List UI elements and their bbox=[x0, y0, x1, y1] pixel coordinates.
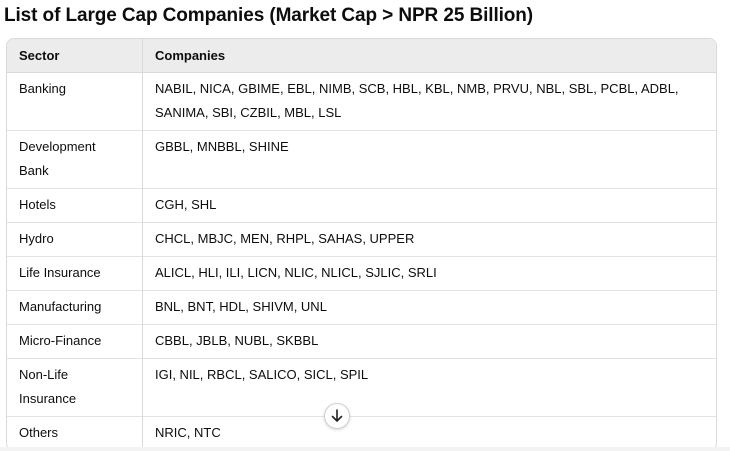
table-row: Hotels CGH, SHL bbox=[7, 188, 716, 223]
table-row: Life Insurance ALICL, HLI, ILI, LICN, NLI… bbox=[7, 256, 716, 291]
companies-cell: NRIC, NTC bbox=[142, 416, 716, 450]
table-row: Banking NABIL, NICA, GBIME, EBL, NIMB, SC… bbox=[7, 72, 716, 131]
header-cell: Companies bbox=[142, 39, 716, 73]
table-row: Micro-Finance CBBL, JBLB, NUBL, SKBBL bbox=[7, 324, 716, 359]
table-row: Manufacturing BNL, BNT, HDL, SHIVM, UNL bbox=[7, 290, 716, 325]
table-row: Development Bank GBBL, MNBBL, SHINE bbox=[7, 130, 716, 189]
companies-cell: BNL, BNT, HDL, SHIVM, UNL bbox=[142, 290, 716, 325]
sector-cell: Non-Life Insurance bbox=[7, 358, 143, 417]
sector-cell: Others bbox=[7, 416, 143, 450]
sector-cell: Manufacturing bbox=[7, 290, 143, 325]
title: List of Large Cap Companies (Market Cap … bbox=[4, 5, 534, 26]
table-container: Sector Companies Banking NABIL, NICA, GBIM… bbox=[6, 38, 717, 451]
table-row: Hydro CHCL, MBJC, MEN, RHPL, SAHAS, UPPER bbox=[7, 222, 716, 257]
table-row: Others NRIC, NTC bbox=[7, 416, 716, 450]
sector-cell: Micro-Finance bbox=[7, 324, 143, 359]
sector-cell: Hydro bbox=[7, 222, 143, 257]
sector-cell: Life Insurance bbox=[7, 256, 143, 291]
footer-strip bbox=[0, 447, 730, 451]
sector-cell: Hotels bbox=[7, 188, 143, 223]
companies-cell: CHCL, MBJC, MEN, RHPL, SAHAS, UPPER bbox=[142, 222, 716, 257]
table-row: Non-Life Insurance IGI, NIL, RBCL, SALICO… bbox=[7, 358, 716, 417]
scroll-down-button[interactable] bbox=[324, 403, 350, 429]
arrow-icon bbox=[331, 409, 343, 422]
table-head: Sector Companies bbox=[7, 39, 716, 73]
companies-cell: GBBL, MNBBL, SHINE bbox=[142, 130, 716, 189]
sector-cell: Development Bank bbox=[7, 130, 143, 189]
companies-cell: CBBL, JBLB, NUBL, SKBBL bbox=[142, 324, 716, 359]
companies-cell: ALICL, HLI, ILI, LICN, NLIC, NLICL, SJLI… bbox=[142, 256, 716, 291]
header-row: Sector Companies bbox=[7, 39, 716, 73]
sector-cell: Banking bbox=[7, 72, 143, 131]
companies-cell: IGI, NIL, RBCL, SALICO, SICL, SPIL bbox=[142, 358, 716, 417]
header-cell: Sector bbox=[7, 39, 143, 73]
table-body: Banking NABIL, NICA, GBIME, EBL, NIMB, SC… bbox=[7, 72, 716, 450]
table: Sector Companies Banking NABIL, NICA, GBIM… bbox=[7, 39, 716, 450]
companies-cell: CGH, SHL bbox=[142, 188, 716, 223]
companies-cell: NABIL, NICA, GBIME, EBL, NIMB, SCB, HBL,… bbox=[155, 81, 679, 120]
